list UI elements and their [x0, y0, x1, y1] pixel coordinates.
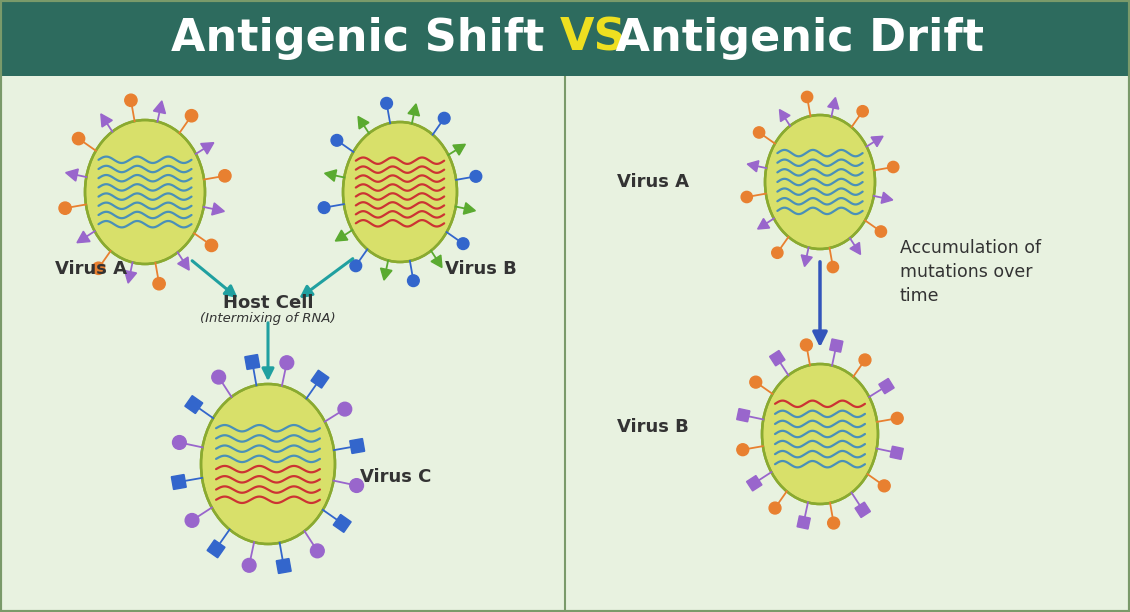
Polygon shape [245, 354, 260, 370]
Circle shape [772, 247, 783, 258]
Circle shape [280, 356, 294, 370]
Text: Virus B: Virus B [445, 260, 516, 278]
Polygon shape [77, 231, 90, 243]
Circle shape [173, 436, 186, 449]
Circle shape [887, 162, 898, 173]
Polygon shape [463, 203, 476, 214]
Polygon shape [431, 255, 442, 267]
Polygon shape [801, 255, 812, 266]
Polygon shape [408, 104, 419, 116]
Circle shape [470, 171, 481, 182]
Circle shape [754, 127, 765, 138]
Circle shape [859, 354, 871, 366]
Circle shape [338, 402, 351, 416]
Circle shape [381, 97, 392, 109]
Polygon shape [829, 339, 843, 352]
Circle shape [331, 135, 342, 146]
Polygon shape [358, 116, 368, 129]
Circle shape [737, 444, 749, 456]
Circle shape [438, 113, 450, 124]
Circle shape [72, 132, 85, 144]
Ellipse shape [762, 364, 878, 504]
Circle shape [878, 480, 890, 492]
Circle shape [741, 192, 753, 203]
Circle shape [350, 479, 364, 493]
Ellipse shape [765, 115, 875, 249]
Polygon shape [154, 101, 165, 114]
Text: VS: VS [560, 17, 627, 59]
Polygon shape [211, 203, 225, 215]
Circle shape [311, 544, 324, 558]
Polygon shape [770, 351, 785, 366]
Polygon shape [311, 370, 329, 388]
Circle shape [242, 559, 257, 572]
Circle shape [211, 370, 226, 384]
Circle shape [857, 106, 868, 117]
Text: Virus A: Virus A [617, 173, 689, 191]
Ellipse shape [201, 384, 334, 544]
Polygon shape [350, 439, 365, 453]
Text: Antigenic Shift: Antigenic Shift [171, 17, 560, 59]
Circle shape [827, 261, 838, 273]
Circle shape [93, 262, 105, 274]
Polygon shape [453, 144, 466, 155]
Text: Accumulation of
mutations over
time: Accumulation of mutations over time [899, 239, 1041, 305]
Polygon shape [276, 559, 292, 573]
Polygon shape [747, 476, 762, 491]
Text: Antigenic Drift: Antigenic Drift [600, 17, 984, 59]
Polygon shape [185, 395, 202, 414]
Circle shape [458, 238, 469, 250]
Text: (Intermixing of RNA): (Intermixing of RNA) [200, 312, 336, 325]
Circle shape [319, 202, 330, 214]
Bar [0, 0, 1130, 76]
Text: Host Cell: Host Cell [223, 294, 313, 312]
Circle shape [153, 278, 165, 290]
Text: Virus A: Virus A [55, 260, 127, 278]
Polygon shape [333, 515, 351, 532]
Polygon shape [881, 192, 893, 203]
Circle shape [770, 502, 781, 514]
Polygon shape [324, 170, 337, 181]
Polygon shape [890, 446, 903, 460]
Polygon shape [747, 161, 759, 172]
Text: Virus C: Virus C [360, 468, 432, 486]
Circle shape [350, 260, 362, 272]
Polygon shape [850, 242, 861, 255]
Circle shape [892, 412, 903, 424]
Polygon shape [871, 136, 883, 147]
Polygon shape [757, 218, 770, 229]
Polygon shape [172, 474, 186, 490]
Polygon shape [177, 257, 189, 270]
Polygon shape [336, 230, 348, 241]
Circle shape [59, 202, 71, 214]
Circle shape [801, 91, 812, 103]
Circle shape [827, 517, 840, 529]
Polygon shape [201, 143, 214, 154]
Circle shape [750, 376, 762, 388]
Polygon shape [780, 110, 790, 122]
Polygon shape [797, 516, 810, 529]
Polygon shape [207, 540, 225, 558]
Polygon shape [879, 378, 894, 394]
Polygon shape [381, 268, 392, 280]
Ellipse shape [344, 122, 457, 262]
Circle shape [408, 275, 419, 286]
Circle shape [206, 239, 218, 252]
Circle shape [185, 513, 199, 528]
Polygon shape [828, 97, 838, 109]
Circle shape [124, 94, 137, 106]
Text: Virus B: Virus B [617, 418, 689, 436]
Circle shape [185, 110, 198, 122]
Polygon shape [855, 502, 870, 518]
Circle shape [219, 170, 231, 182]
Polygon shape [66, 169, 78, 181]
Polygon shape [737, 409, 750, 422]
Polygon shape [124, 271, 137, 283]
Circle shape [876, 226, 887, 237]
Ellipse shape [85, 120, 205, 264]
Circle shape [800, 339, 812, 351]
Polygon shape [101, 114, 112, 127]
